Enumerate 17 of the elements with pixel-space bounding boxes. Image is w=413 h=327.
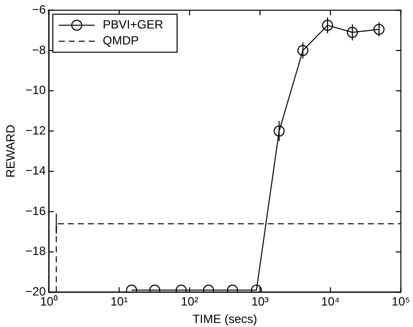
x-tick-label: 10⁵ [392,294,410,309]
y-tick-label: −16 [25,204,46,218]
y-tick-label: −12 [25,123,46,138]
legend-label: QMDP [102,34,139,48]
x-tick-label: 10² [180,294,198,309]
x-tick-label: 10¹ [110,294,128,309]
y-tick-label: −18 [25,244,46,258]
y-tick-label: −6 [32,2,46,17]
y-tick-label: −8 [32,42,46,57]
y-tick-label: −14 [25,164,46,178]
x-tick-label: 10⁴ [321,294,340,309]
y-tick-label: −10 [25,83,46,98]
x-tick-label: 10⁰ [40,294,58,309]
legend-label: PBVI+GER [102,18,164,32]
x-axis-title: TIME (secs) [192,312,258,326]
y-axis-title: REWARD [4,124,18,178]
x-tick-label: 10³ [251,294,269,309]
